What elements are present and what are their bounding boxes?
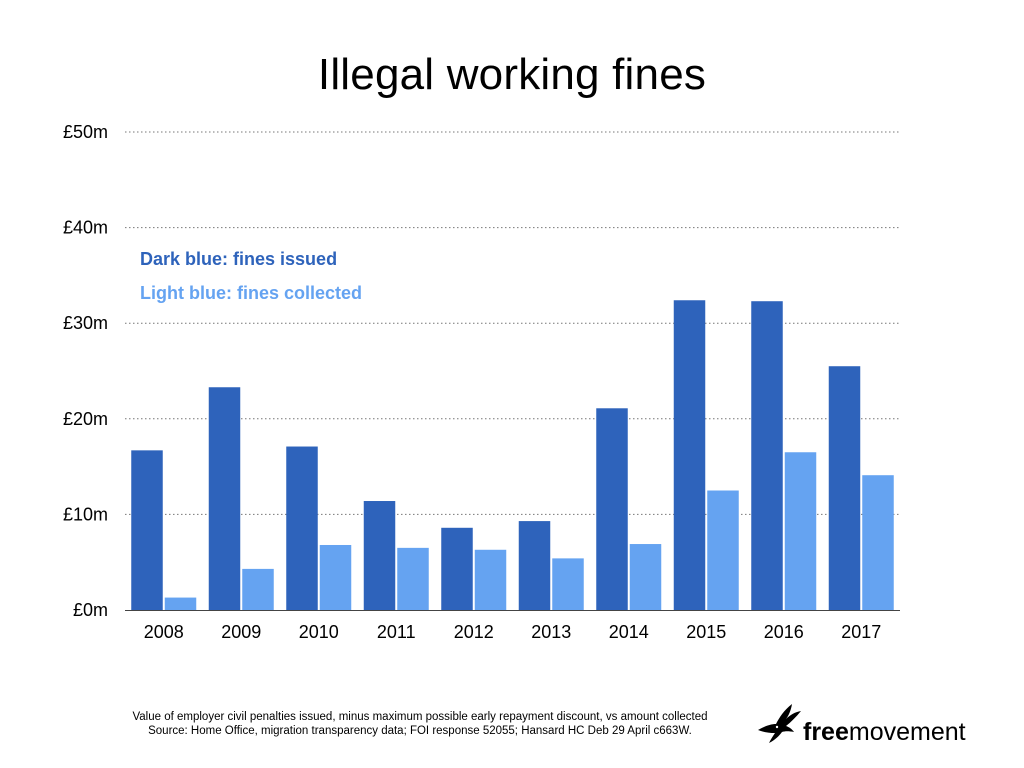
bar-fines-issued <box>751 301 783 610</box>
bar-fines-collected <box>242 568 274 610</box>
bar-fines-issued <box>673 300 706 610</box>
y-tick-label: £50m <box>63 122 108 142</box>
x-tick-label: 2014 <box>609 622 649 642</box>
x-tick-label: 2017 <box>841 622 881 642</box>
y-tick-label: £20m <box>63 409 108 429</box>
x-tick-label: 2010 <box>299 622 339 642</box>
y-tick-label: £30m <box>63 313 108 333</box>
bar-fines-collected <box>319 544 352 610</box>
x-tick-label: 2012 <box>454 622 494 642</box>
freemovement-logo: freemovement <box>755 700 985 750</box>
bar-fines-collected <box>552 558 584 610</box>
legend-fines-collected: Light blue: fines collected <box>140 283 363 303</box>
bar-fines-issued <box>441 527 473 610</box>
x-tick-label: 2016 <box>764 622 804 642</box>
bar-fines-collected <box>164 597 197 610</box>
bar-fines-issued <box>518 521 551 610</box>
bar-fines-collected <box>629 544 662 610</box>
bar-fines-collected <box>862 475 894 610</box>
x-tick-label: 2009 <box>221 622 261 642</box>
x-tick-label: 2011 <box>377 622 416 642</box>
bar-chart: £0m £10m £20m £30m £40m £50m 2008 2009 2010 2011… <box>63 122 900 642</box>
x-axis-tick-labels: 2008 2009 2010 2011 2012 2013 2014 2015 2016 2017 <box>144 622 882 642</box>
bar-fines-issued <box>596 408 628 610</box>
bar-fines-collected <box>784 452 817 610</box>
footnote-description: Value of employer civil penalties issued… <box>132 711 708 723</box>
bar-fines-collected <box>397 547 429 610</box>
footnote: Value of employer civil penalties issued… <box>110 710 730 738</box>
footnote-source: Source: Home Office, migration transpare… <box>148 725 692 737</box>
bar-fines-issued <box>131 450 163 610</box>
logo-wordmark-free: free <box>803 718 849 746</box>
bird-icon <box>758 704 801 743</box>
bar-fines-issued <box>363 501 396 610</box>
x-tick-label: 2015 <box>686 622 726 642</box>
gridlines <box>125 131 900 515</box>
y-tick-label: £40m <box>63 218 108 238</box>
chart-title: Illegal working fines <box>317 50 707 99</box>
x-tick-label: 2013 <box>531 622 571 642</box>
bar-fines-issued <box>828 366 861 610</box>
bar-fines-issued <box>286 446 318 610</box>
bar-fines-collected <box>474 549 507 610</box>
legend-fines-issued: Dark blue: fines issued <box>140 249 338 269</box>
y-axis-tick-labels: £0m £10m £20m £30m £40m £50m <box>63 122 108 620</box>
logo-wordmark-movement: movement <box>848 718 966 746</box>
logo-wordmark: freemovement <box>803 718 966 747</box>
y-tick-label: £0m <box>73 600 108 620</box>
bars <box>131 300 894 610</box>
bar-fines-collected <box>707 490 739 610</box>
bar-fines-issued <box>208 387 241 610</box>
y-tick-label: £10m <box>63 504 108 524</box>
x-tick-label: 2008 <box>144 622 184 642</box>
